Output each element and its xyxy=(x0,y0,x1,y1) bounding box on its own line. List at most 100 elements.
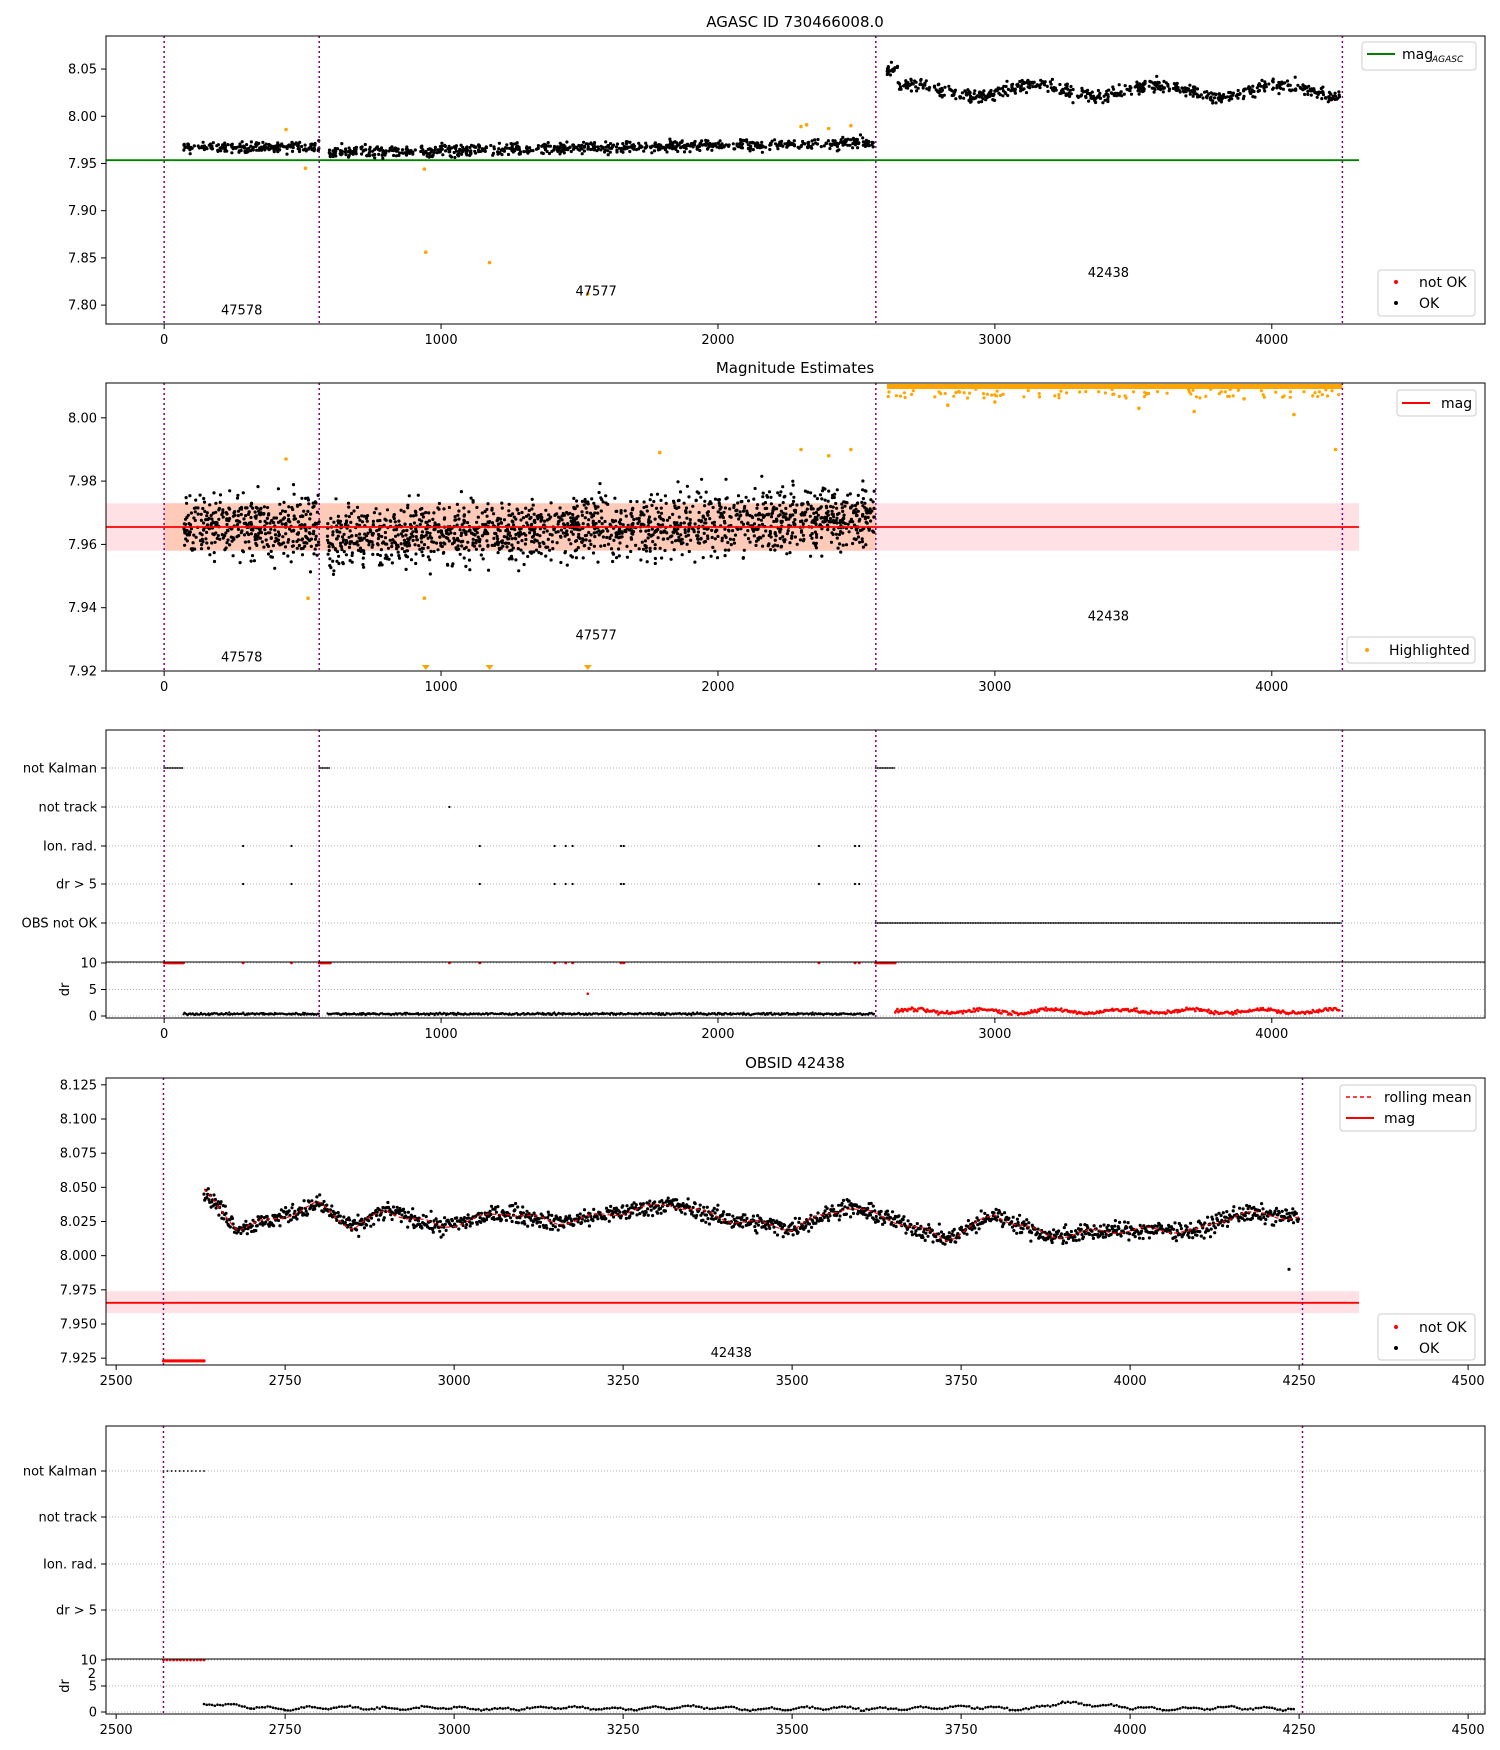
ok-point xyxy=(699,536,703,540)
ok-point xyxy=(591,551,596,555)
ok-point xyxy=(687,495,691,499)
ok-point xyxy=(779,544,784,548)
x-tick-label: 2000 xyxy=(701,680,734,695)
ok-point xyxy=(303,523,307,527)
flag-point xyxy=(1178,922,1181,924)
ok-point xyxy=(729,515,733,519)
ok-point xyxy=(711,545,715,550)
ok-point xyxy=(288,527,292,531)
ok-point xyxy=(1022,87,1026,91)
ok-point xyxy=(381,156,385,160)
ok-point xyxy=(433,521,437,525)
ok-point xyxy=(1006,87,1011,91)
ok-point xyxy=(618,541,622,545)
x-tick-label: 4000 xyxy=(1255,680,1288,695)
ok-point xyxy=(863,517,868,521)
ok-point xyxy=(1089,93,1093,98)
ok-point xyxy=(544,545,548,549)
ok-point xyxy=(272,516,276,520)
ok-point xyxy=(550,540,555,544)
ok-point xyxy=(1129,92,1134,96)
ok-point xyxy=(826,139,831,143)
ok-point xyxy=(575,499,579,503)
ok-point xyxy=(696,144,700,148)
ok-point xyxy=(193,518,197,523)
ok-point xyxy=(485,539,489,543)
ok-point xyxy=(358,532,362,536)
flag-point xyxy=(1237,922,1239,924)
ok-point xyxy=(571,513,575,517)
flag-point xyxy=(969,922,972,924)
flag-point xyxy=(328,767,331,769)
ok-point xyxy=(653,556,658,561)
flag-point xyxy=(1208,922,1211,924)
ok-point xyxy=(446,532,451,536)
ok-point xyxy=(717,501,721,505)
ok-point xyxy=(209,522,214,526)
ok-point xyxy=(212,491,216,495)
ok-point xyxy=(547,513,551,517)
ok-point xyxy=(1069,84,1073,89)
ok-point xyxy=(203,509,207,513)
flag-point xyxy=(924,922,927,924)
ok-point xyxy=(746,499,751,503)
flag-point xyxy=(949,922,952,924)
ok-point xyxy=(549,501,553,505)
ok-point xyxy=(1188,92,1192,96)
ok-point xyxy=(656,510,660,514)
flag-point xyxy=(1142,922,1145,924)
flag-point xyxy=(619,882,623,886)
ok-point xyxy=(277,533,281,537)
ok-point xyxy=(300,537,305,541)
ok-point xyxy=(796,145,800,149)
ok-point xyxy=(713,537,717,541)
ok-point xyxy=(775,144,780,148)
ok-point xyxy=(858,540,862,544)
flag-point xyxy=(1169,922,1171,924)
ok-point xyxy=(974,95,978,99)
ok-point xyxy=(1229,94,1233,98)
ok-point xyxy=(247,146,251,150)
ok-point xyxy=(372,510,376,515)
ok-point xyxy=(963,89,967,93)
ok-point xyxy=(1236,96,1240,100)
ok-point xyxy=(609,142,613,146)
ok-point xyxy=(449,531,453,535)
ok-point xyxy=(580,143,584,147)
ok-point xyxy=(1167,89,1171,93)
ok-point xyxy=(533,518,537,523)
ok-point xyxy=(420,506,424,511)
ok-point xyxy=(280,542,284,546)
highlighted-point xyxy=(995,389,999,393)
ok-point xyxy=(467,548,471,552)
ok-point xyxy=(641,547,646,551)
ok-point xyxy=(706,513,710,517)
ok-point xyxy=(205,541,209,545)
ok-point xyxy=(1087,99,1091,103)
ok-point xyxy=(984,98,988,102)
ok-point xyxy=(349,511,354,516)
ok-point xyxy=(312,529,316,534)
ok-point xyxy=(715,556,720,560)
ok-point xyxy=(858,517,862,522)
ok-point xyxy=(413,148,417,152)
ok-point xyxy=(244,506,248,510)
ok-point xyxy=(199,518,203,523)
ok-point xyxy=(812,511,816,515)
ok-point xyxy=(1046,89,1050,93)
ok-point xyxy=(810,536,814,540)
y-tick-label: 7.95 xyxy=(68,157,97,172)
ok-point xyxy=(624,514,628,518)
ok-point xyxy=(276,144,280,148)
ok-point xyxy=(344,521,348,525)
ok-point xyxy=(809,491,813,495)
ok-point xyxy=(705,142,709,146)
ok-point xyxy=(194,498,198,502)
ok-point xyxy=(296,147,300,151)
ok-point xyxy=(304,535,308,539)
ok-point xyxy=(653,546,657,551)
ok-point xyxy=(258,519,262,524)
ok-point xyxy=(267,142,271,147)
ok-point xyxy=(1000,86,1005,90)
